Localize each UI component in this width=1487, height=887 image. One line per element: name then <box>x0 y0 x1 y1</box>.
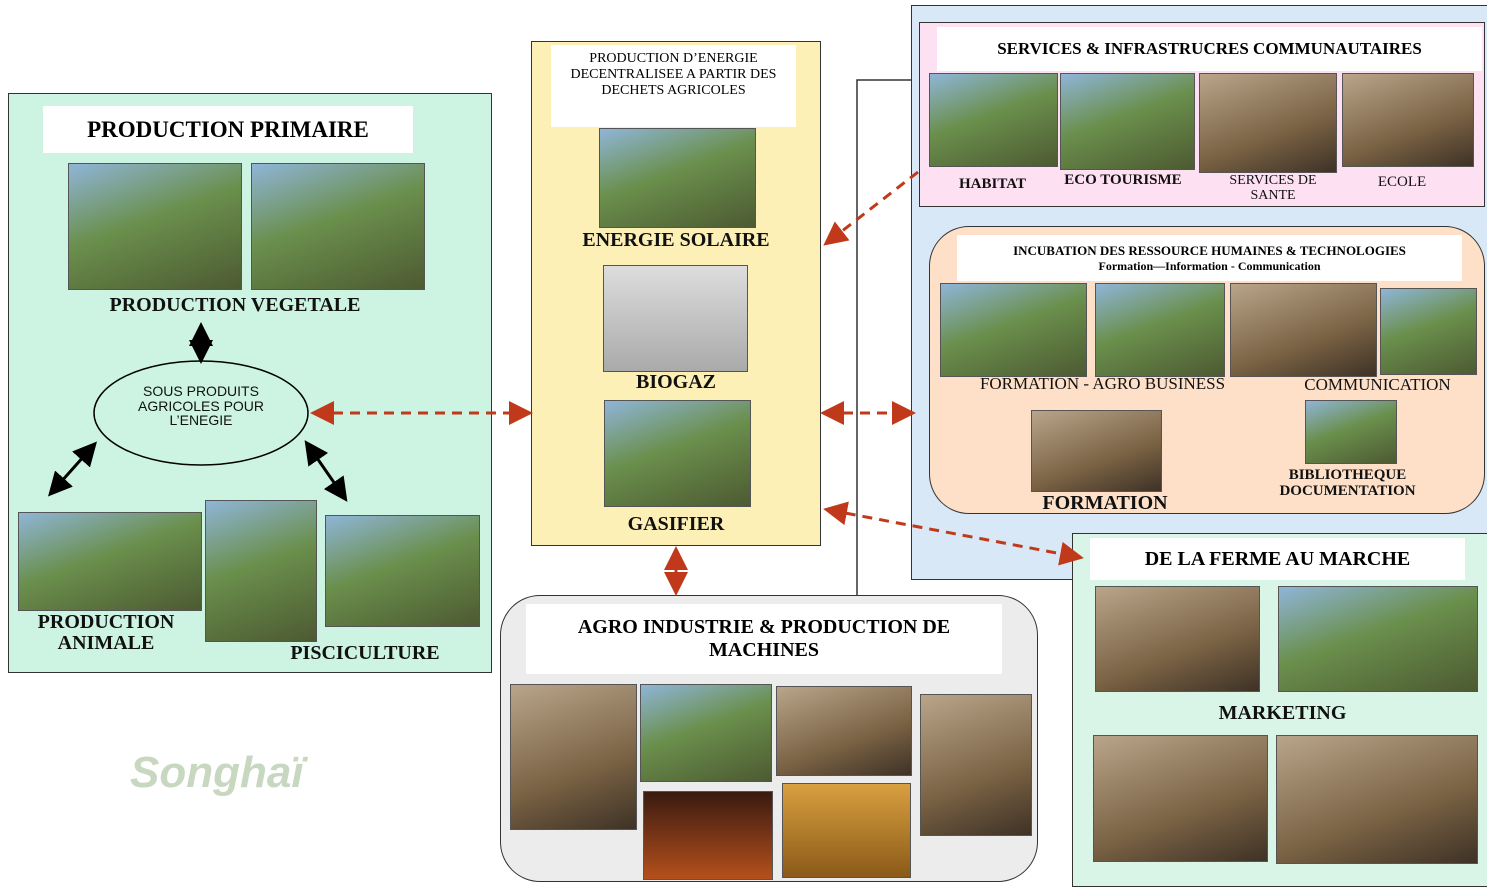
page: PRODUCTION PRIMAIRE PRODUCTION VEGETALE … <box>0 0 1487 885</box>
arrow <box>308 445 344 497</box>
arrow <box>52 446 93 492</box>
connectors <box>0 0 1487 885</box>
arrow <box>828 172 918 242</box>
arrow <box>829 510 1078 557</box>
ellipse <box>94 361 308 465</box>
